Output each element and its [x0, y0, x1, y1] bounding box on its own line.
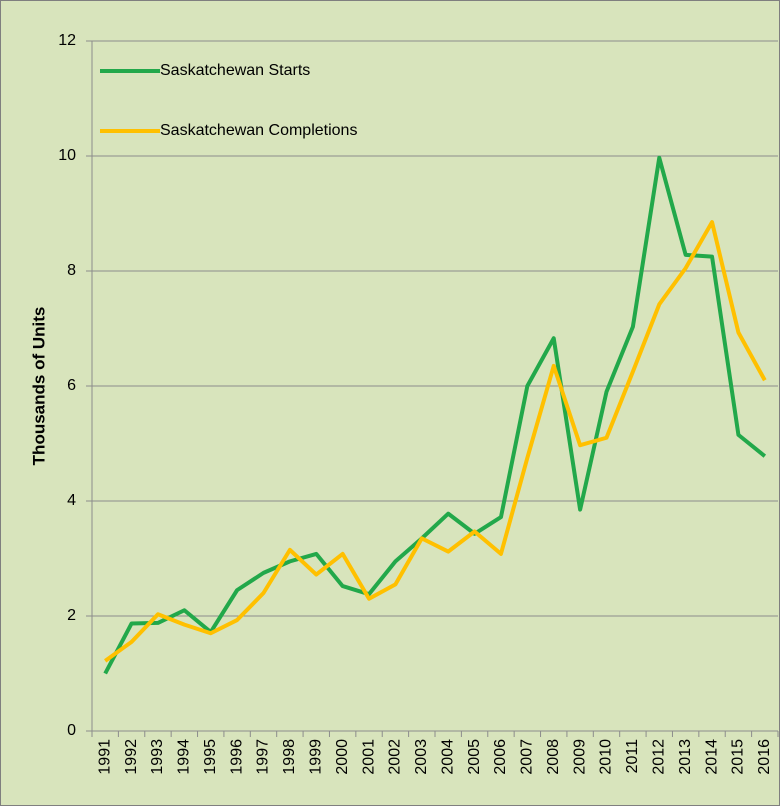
- x-tick-label: 2002: [387, 739, 404, 775]
- x-tick-label: 2016: [756, 739, 773, 775]
- x-tick-label: 1996: [228, 739, 245, 775]
- x-tick-label: 2010: [598, 739, 615, 775]
- series-line: [103, 155, 767, 675]
- y-tick-label: 8: [67, 262, 76, 279]
- y-tick-label: 10: [58, 147, 76, 164]
- legend-label: Saskatchewan Starts: [160, 62, 310, 79]
- x-tick-label: 2008: [545, 739, 562, 775]
- x-tick-label: 1992: [123, 739, 140, 775]
- x-tick-label: 1998: [281, 739, 298, 775]
- x-tick-label: 2007: [519, 739, 536, 775]
- x-tick-label: 2015: [730, 739, 747, 775]
- x-tick-label: 2001: [360, 739, 377, 775]
- x-tick-label: 1993: [149, 739, 166, 775]
- legend-label: Saskatchewan Completions: [160, 122, 357, 139]
- y-tick-label: 12: [58, 32, 76, 49]
- x-tick-label: 1991: [96, 739, 113, 775]
- y-tick-label: 0: [67, 722, 76, 739]
- x-tick-label: 2003: [413, 739, 430, 775]
- x-tick-label: 1997: [255, 739, 272, 775]
- x-tick-label: 2000: [334, 739, 351, 775]
- y-tick-label: 2: [67, 607, 76, 624]
- x-tick-label: 2012: [650, 739, 667, 775]
- x-tick-label: 1994: [176, 739, 193, 775]
- x-tick-label: 1999: [307, 739, 324, 775]
- x-tick-label: 1995: [202, 739, 219, 775]
- x-tick-label: 2004: [439, 739, 456, 775]
- x-tick-label: 2013: [677, 739, 694, 775]
- x-tick-label: 2009: [571, 739, 588, 775]
- x-tick-label: 2011: [624, 739, 641, 774]
- y-tick-label: 4: [67, 492, 76, 509]
- y-tick-label: 6: [67, 377, 76, 394]
- x-tick-label: 2006: [492, 739, 509, 775]
- x-tick-label: 2014: [703, 739, 720, 775]
- y-axis-label: Thousands of Units: [29, 307, 48, 466]
- x-tick-label: 2005: [466, 739, 483, 775]
- series-line: [104, 220, 767, 663]
